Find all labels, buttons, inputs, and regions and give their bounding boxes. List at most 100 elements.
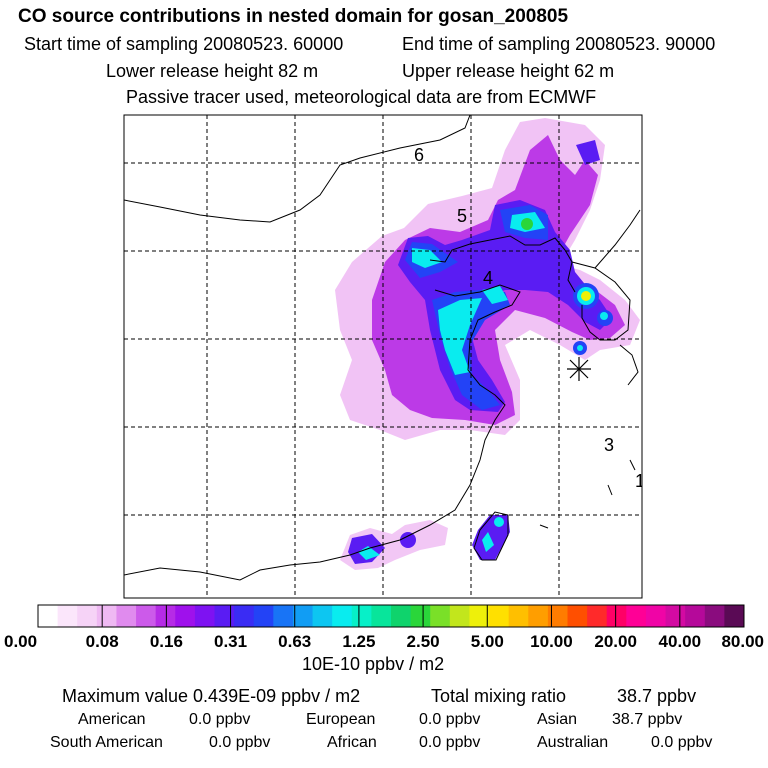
colorbar-ticks: 0.00 0.08 0.16 0.31 0.63 1.25 2.50 5.00 10.00 20.… — [4, 605, 764, 651]
colorbar-swatch — [57, 605, 78, 627]
american-value: 0.0 ppbv — [189, 711, 251, 728]
heat-area-cyan — [438, 298, 482, 375]
receptor-star-icon — [567, 357, 591, 381]
australian-label: Australian — [537, 734, 609, 751]
heat-taiwan-top — [494, 517, 504, 527]
colorbar-swatch — [724, 605, 745, 627]
colorbar-swatch — [136, 605, 157, 627]
colorbar-swatch — [547, 605, 568, 627]
asian-value: 38.7 ppbv — [612, 711, 683, 728]
colorbar-swatch — [391, 605, 412, 627]
heat-area-cyan-2 — [412, 248, 442, 268]
colorbar-swatch — [489, 605, 510, 627]
colorbar-tick-label: 0.08 — [86, 632, 119, 651]
colorbar-swatch — [273, 605, 294, 627]
colorbar-swatch — [449, 605, 470, 627]
max-value-label: Maximum value 0.439E-09 ppbv / m2 — [62, 686, 361, 706]
heat-area-south-cyan — [358, 546, 380, 560]
colorbar-swatch — [567, 605, 588, 627]
heat-hotspot-jeju-cyan — [577, 345, 583, 351]
heat-area-taiwan-cyan — [482, 532, 494, 552]
colorbar-tick-label: 20.00 — [594, 632, 637, 651]
lower-release-label: Lower release height 82 m — [106, 61, 319, 81]
total-mixing-value: 38.7 ppbv — [617, 686, 697, 706]
colorbar-swatch — [587, 605, 608, 627]
graticule — [124, 115, 642, 598]
colorbar-tick-label: 80.00 — [721, 632, 764, 651]
colorbar-tick-label: 10.00 — [530, 632, 573, 651]
colorbar-swatches — [38, 605, 745, 627]
african-label: African — [327, 734, 377, 751]
start-time-label: Start time of sampling 20080523. 60000 — [24, 34, 344, 54]
colorbar-swatch — [96, 605, 117, 627]
colorbar-unit: 10E-10 ppbv / m2 — [302, 654, 445, 674]
colorbar-swatch — [704, 605, 725, 627]
region-label-5: 5 — [457, 206, 467, 226]
colorbar-tick-label: 0.16 — [150, 632, 183, 651]
end-time-label: End time of sampling 20080523. 90000 — [402, 34, 716, 54]
colorbar-swatch — [469, 605, 490, 627]
coastline-korea — [571, 261, 631, 341]
colorbar-swatch — [38, 605, 59, 627]
australian-value: 0.0 ppbv — [651, 734, 713, 751]
upper-release-label: Upper release height 62 m — [402, 61, 615, 81]
colorbar-tick-label: 5.00 — [471, 632, 504, 651]
colorbar-tick-label: 0.00 — [4, 632, 37, 651]
colorbar-swatch — [77, 605, 98, 627]
total-mixing-label: Total mixing ratio — [431, 686, 567, 706]
region-label-6: 6 — [414, 145, 424, 165]
coastline-shandong — [124, 284, 521, 581]
colorbar-swatch — [312, 605, 333, 627]
chart-title: CO source contributions in nested domain… — [18, 6, 569, 27]
colorbar-swatch — [234, 605, 255, 627]
coastline-korea-east — [594, 209, 641, 269]
map-frame — [123, 114, 643, 599]
map-content: 6 5 4 3 1 — [124, 115, 645, 598]
colorbar-swatch — [332, 605, 353, 627]
colorbar-swatch — [665, 605, 686, 627]
colorbar-swatch — [508, 605, 529, 627]
colorbar-swatch — [626, 605, 647, 627]
colorbar-swatch — [645, 605, 667, 627]
colorbar-tick-label: 2.50 — [407, 632, 440, 651]
tracer-note: Passive tracer used, meteorological data… — [126, 87, 597, 107]
colorbar-swatch — [685, 605, 706, 627]
colorbar-swatch — [155, 605, 176, 627]
american-label: American — [78, 711, 146, 728]
coastline-japan — [619, 344, 639, 386]
coastline-islands — [539, 459, 636, 529]
region-label-4: 4 — [483, 268, 493, 288]
south-american-value: 0.0 ppbv — [209, 734, 271, 751]
colorbar-tick-label: 0.31 — [214, 632, 247, 651]
european-value: 0.0 ppbv — [419, 711, 481, 728]
african-value: 0.0 ppbv — [419, 734, 481, 751]
region-label-1: 1 — [635, 471, 645, 491]
colorbar-swatch — [371, 605, 392, 627]
south-american-label: South American — [50, 734, 163, 751]
heat-south-blob — [400, 532, 416, 548]
colorbar-swatch — [214, 605, 235, 627]
colorbar-swatch — [116, 605, 137, 627]
region-label-3: 3 — [604, 435, 614, 455]
colorbar-tick-label: 0.63 — [278, 632, 311, 651]
coastline-taiwan — [473, 511, 509, 561]
colorbar-swatch — [194, 605, 215, 627]
colorbar-swatch — [175, 605, 196, 627]
colorbar-swatch — [606, 605, 627, 627]
colorbar-swatch — [410, 605, 431, 627]
european-label: European — [306, 711, 376, 728]
colorbar-swatch — [253, 605, 274, 627]
colorbar-tick-label: 40.00 — [659, 632, 702, 651]
colorbar-tick-label: 1.25 — [342, 632, 375, 651]
colorbar-swatch — [528, 605, 549, 627]
heat-hotspot-green — [521, 218, 533, 230]
colorbar-swatch — [292, 605, 314, 627]
heat-area-cyan-4 — [482, 286, 508, 304]
heat-hotspot-korea-yellow — [581, 291, 591, 301]
heat-field — [335, 118, 640, 570]
asian-label: Asian — [537, 711, 578, 728]
heat-area-north — [576, 140, 600, 165]
colorbar-swatch — [430, 605, 451, 627]
